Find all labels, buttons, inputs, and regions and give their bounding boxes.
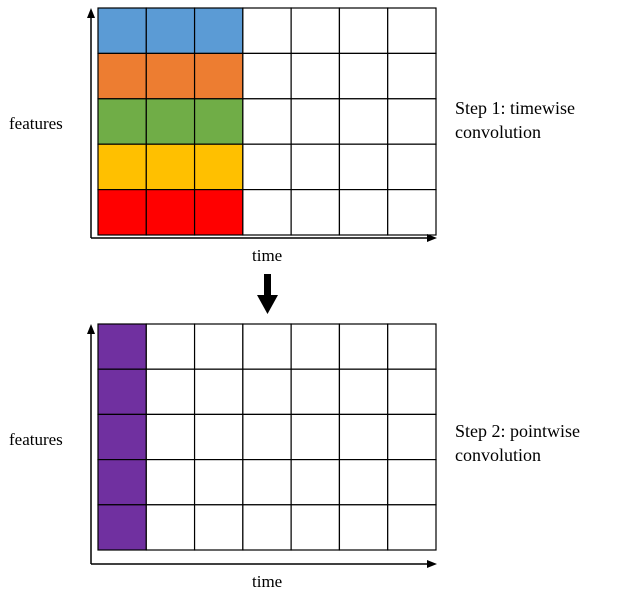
step1-cell-r4-c2	[145, 143, 196, 191]
step2-cell-r1-c4	[242, 323, 292, 370]
step1-cell-r3-c2	[145, 98, 196, 145]
step2-grid	[97, 323, 437, 551]
step1-cell-r2-c7	[387, 52, 437, 100]
step2-cell-r5-c5	[290, 504, 341, 551]
step1-cell-r1-c4	[242, 7, 292, 55]
step2-axes	[87, 324, 437, 568]
step2-cell-r2-c3	[193, 368, 244, 416]
step1-cell-r1-c1	[97, 7, 147, 55]
step2-time-label: time	[252, 572, 283, 591]
down-arrow-head	[257, 295, 278, 314]
step2-cell-r4-c6	[338, 459, 389, 506]
step2-y-axis-arrowhead	[87, 324, 95, 334]
step2-cell-r5-c2	[145, 504, 196, 551]
step1-caption: Step 1: timewise convolution	[455, 96, 575, 144]
step1-time-label: time	[252, 246, 283, 265]
step1-cell-r3-c7	[387, 98, 437, 145]
step2-cell-r2-c7	[387, 368, 437, 416]
step2-cell-r5-c1	[97, 504, 147, 551]
step1-cell-r2-c5	[290, 52, 341, 100]
step2-cell-r3-c7	[387, 413, 437, 461]
step2-cell-r2-c5	[290, 368, 341, 416]
step1-cell-r1-c5	[290, 7, 341, 55]
step2-cell-r1-c5	[290, 323, 341, 370]
step2-cell-r3-c2	[145, 413, 196, 461]
step2-cell-r2-c2	[145, 368, 196, 416]
step2-cell-r4-c7	[387, 459, 437, 506]
step1-cell-r1-c7	[387, 7, 437, 55]
step1-cell-r4-c1	[97, 143, 147, 191]
step1-cell-r5-c2	[145, 189, 196, 236]
step2-cell-r3-c5	[290, 413, 341, 461]
down-arrow-shaft	[264, 274, 271, 296]
step2-cell-r3-c6	[338, 413, 389, 461]
step2-cell-r4-c4	[242, 459, 292, 506]
step1-features-label: features	[9, 114, 63, 133]
step2-cell-r2-c1	[97, 368, 147, 416]
step1-cell-r1-c2	[145, 7, 196, 55]
step2-cell-r1-c1	[97, 323, 147, 370]
step1-cell-r2-c4	[242, 52, 292, 100]
step1-cell-r1-c6	[338, 7, 389, 55]
step1-cell-r5-c4	[242, 189, 292, 236]
step2-cell-r3-c1	[97, 413, 147, 461]
step2-cell-r3-c4	[242, 413, 292, 461]
step1-axes	[87, 8, 437, 242]
step2-cell-r1-c6	[338, 323, 389, 370]
step1-cell-r3-c4	[242, 98, 292, 145]
step1-caption-line2: convolution	[455, 122, 541, 142]
step1-cell-r5-c5	[290, 189, 341, 236]
step2-cell-r1-c2	[145, 323, 196, 370]
step2-cell-r5-c4	[242, 504, 292, 551]
step2-cell-r5-c6	[338, 504, 389, 551]
step2-cell-r4-c1	[97, 459, 147, 506]
step1-cell-r4-c7	[387, 143, 437, 191]
step2-cell-r4-c5	[290, 459, 341, 506]
step1-cell-r4-c6	[338, 143, 389, 191]
step2-cell-r2-c4	[242, 368, 292, 416]
step1-cell-r5-c3	[193, 189, 244, 236]
step1-cell-r3-c1	[97, 98, 147, 145]
step1-cell-r4-c4	[242, 143, 292, 191]
step1-cell-r1-c3	[193, 7, 244, 55]
step2-cell-r2-c6	[338, 368, 389, 416]
step2-cell-r1-c3	[193, 323, 244, 370]
step2-caption-line2: convolution	[455, 445, 541, 465]
step2-cell-r1-c7	[387, 323, 437, 370]
step1-cell-r5-c6	[338, 189, 389, 236]
step2-cell-r5-c7	[387, 504, 437, 551]
step2-caption-line1: Step 2: pointwise	[455, 421, 580, 441]
step2-cell-r5-c3	[193, 504, 244, 551]
down-arrow	[257, 274, 278, 314]
step2-cell-r3-c3	[193, 413, 244, 461]
step1-cell-r5-c1	[97, 189, 147, 236]
step1-cell-r5-c7	[387, 189, 437, 236]
step2-cell-r4-c3	[193, 459, 244, 506]
step1-cell-r3-c5	[290, 98, 341, 145]
step1-cell-r2-c3	[193, 52, 244, 100]
step1-x-axis-arrowhead	[427, 234, 437, 242]
step1-y-axis-arrowhead	[87, 8, 95, 18]
step2-features-label: features	[9, 430, 63, 449]
step1-cell-r2-c6	[338, 52, 389, 100]
step2-cell-r4-c2	[145, 459, 196, 506]
step1-cell-r3-c6	[338, 98, 389, 145]
step2-caption: Step 2: pointwise convolution	[455, 419, 580, 467]
step1-cell-r3-c3	[193, 98, 244, 145]
step1-grid	[97, 7, 437, 236]
step1-cell-r4-c3	[193, 143, 244, 191]
step1-cell-r2-c2	[145, 52, 196, 100]
step2-x-axis-arrowhead	[427, 560, 437, 568]
step1-cell-r4-c5	[290, 143, 341, 191]
step1-cell-r2-c1	[97, 52, 147, 100]
step1-caption-line1: Step 1: timewise	[455, 98, 575, 118]
